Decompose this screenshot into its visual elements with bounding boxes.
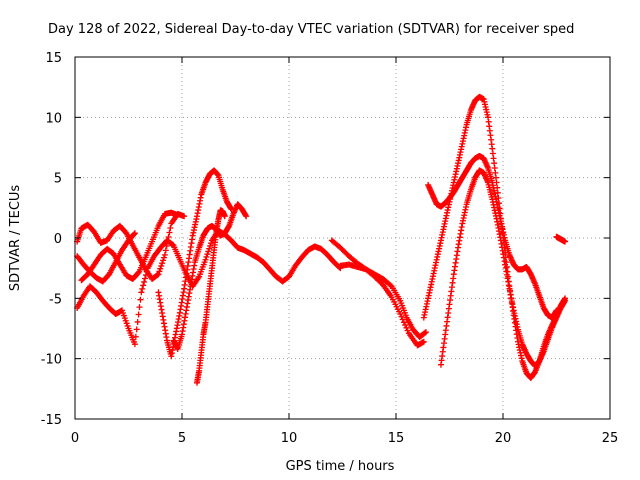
gridlines [75,57,610,419]
data-point [154,271,161,278]
y-tick-label: -15 [41,413,62,428]
series-trace-2 [74,210,188,283]
data-point [221,213,228,220]
series-trace-11 [337,261,429,340]
data-point [203,253,210,260]
series-trace-7 [193,207,228,386]
data-point [208,240,215,247]
chart-title: Day 128 of 2022, Sidereal Day-to-day VTE… [48,22,574,37]
data-point [204,251,211,258]
series-trace-9 [425,152,560,321]
series-trace-10 [437,167,569,369]
y-tick-label: -10 [41,353,62,368]
data-point [181,213,188,220]
data-point [135,269,142,276]
series-trace-13 [553,233,569,245]
data-point [228,206,235,213]
x-tick-label: 10 [281,431,298,446]
data-point [160,254,167,261]
y-tick-label: 10 [45,111,62,126]
data-point [494,189,501,196]
y-tick-label: 0 [54,232,62,247]
data-point [133,326,140,333]
series-trace-12 [328,237,427,349]
data-point [139,285,146,292]
data-point [158,262,165,269]
data-point [400,319,407,326]
series-trace-6 [170,201,250,353]
data-point [397,311,404,318]
y-tick-label: 5 [54,172,62,187]
data-point [134,318,141,325]
data-point [157,265,164,272]
data-point [403,324,410,331]
data-point [165,233,172,240]
series-trace-1 [74,227,344,348]
x-axis-label: GPS time / hours [286,459,395,474]
x-tick-label: 25 [602,431,619,446]
data-point [132,333,139,340]
data-point [562,297,569,304]
data-point [164,238,171,245]
data-point [135,311,142,318]
data-point [137,296,144,303]
x-tick-label: 0 [71,431,79,446]
data-point [166,229,173,236]
data-point [136,304,143,311]
data-point [162,247,169,254]
data-point [399,316,406,323]
data-point [163,242,170,249]
data-point [404,327,411,334]
data-point [387,282,394,289]
data-point [161,251,168,258]
data-point [207,242,214,249]
data-point [141,278,148,285]
x-tick-label: 15 [388,431,405,446]
data-point [174,212,181,219]
series-trace-5 [155,167,235,360]
data-point [398,313,405,320]
data-point [562,238,569,245]
x-tick-label: 20 [495,431,512,446]
data-point [206,245,213,252]
data-point [402,322,409,329]
data-point [422,329,429,336]
data-point [131,230,138,237]
data-point [243,213,250,220]
data-point [205,248,212,255]
data-points [74,93,569,386]
data-point [159,260,166,267]
data-point [422,329,429,336]
data-point [202,256,209,263]
data-point [156,268,163,275]
data-point [167,225,174,232]
data-point [131,231,138,238]
data-point [155,271,162,278]
data-point [420,338,427,345]
series-trace-4 [78,209,181,284]
data-point [142,275,149,282]
data-point [131,341,138,348]
x-tick-label: 5 [178,431,186,446]
y-axis-label: SDTVAR / TECUs [8,185,23,292]
y-tick-label: -5 [49,292,62,307]
series-trace-3 [74,230,138,285]
y-tick-label: 15 [45,51,62,66]
axis-ticks: 0 5 10 15 20 25 15 10 5 0 -5 -10 -15 [41,51,619,446]
data-point [140,282,147,289]
data-point [138,289,145,296]
data-point [160,257,167,264]
